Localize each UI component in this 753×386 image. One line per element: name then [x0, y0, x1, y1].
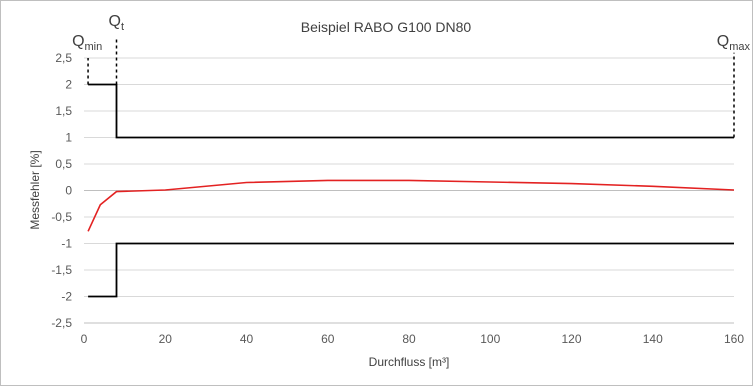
x-tick-label: 140 — [643, 332, 663, 346]
y-tick-label: 1 — [65, 131, 72, 145]
y-tick-label: 2,5 — [55, 51, 72, 65]
x-axis-label: Durchfluss [m³] — [369, 355, 450, 369]
y-tick-label: 0,5 — [55, 157, 72, 171]
x-tick-label: 0 — [81, 332, 88, 346]
x-tick-label: 120 — [561, 332, 581, 346]
q-markers: Qmin Qt Qmax — [72, 13, 750, 138]
y-axis-label: Messfehler [%] — [28, 150, 42, 229]
y-tick-label: -1 — [61, 237, 72, 251]
q-min-label: Qmin — [72, 33, 102, 53]
y-tick-labels: 2,5 2 1,5 1 0,5 0 -0,5 -1 -1,5 -2 -2,5 — [51, 51, 72, 330]
x-tick-label: 40 — [240, 332, 254, 346]
y-tick-label: 1,5 — [55, 104, 72, 118]
x-tick-label: 20 — [159, 332, 173, 346]
y-tick-label: -1,5 — [51, 263, 72, 277]
y-tick-label: -0,5 — [51, 210, 72, 224]
x-tick-label: 100 — [480, 332, 500, 346]
y-tick-label: 0 — [65, 184, 72, 198]
y-tick-label: 2 — [65, 78, 72, 92]
y-tick-label: -2,5 — [51, 316, 72, 330]
x-tick-label: 160 — [724, 332, 744, 346]
y-tick-label: -2 — [61, 290, 72, 304]
grid-lines — [84, 57, 734, 324]
x-tick-labels: 0 20 40 60 80 100 120 140 160 — [81, 332, 745, 346]
x-tick-label: 80 — [402, 332, 416, 346]
lower-limit-line — [88, 242, 734, 298]
data-series — [87, 83, 735, 298]
q-max-label: Qmax — [717, 33, 751, 53]
error-curve-line — [87, 179, 735, 232]
upper-limit-line — [88, 83, 734, 139]
chart-title: Beispiel RABO G100 DN80 — [301, 19, 472, 35]
q-t-label: Qt — [109, 13, 125, 33]
x-tick-label: 60 — [321, 332, 335, 346]
